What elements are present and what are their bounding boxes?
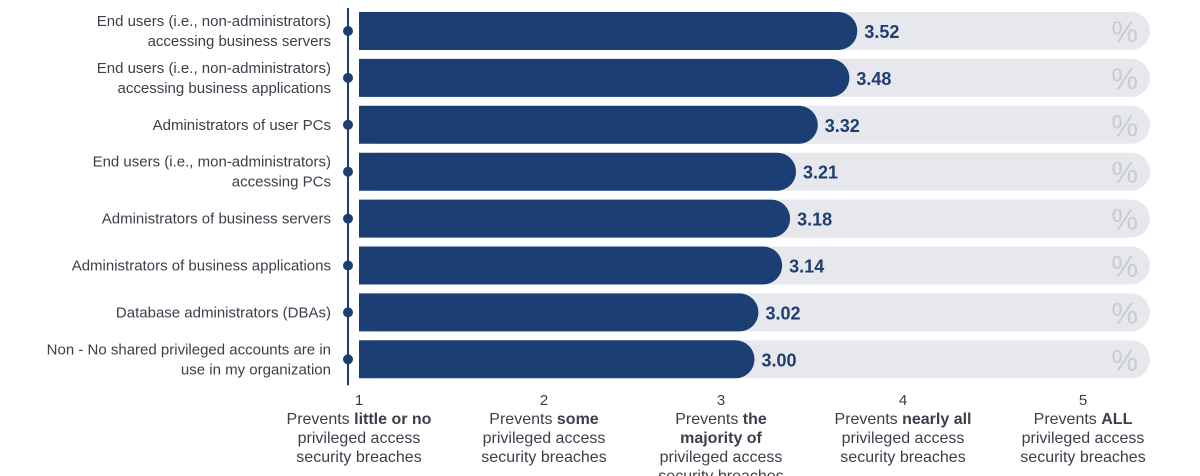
x-tick-description: Prevents little or no privileged access se…: [287, 411, 432, 466]
x-tick-label: 3: [717, 392, 725, 409]
percent-symbol: %: [1111, 16, 1138, 49]
category-label: End users (i.e., non-administrators) acce…: [97, 13, 331, 50]
data-bar: [359, 12, 858, 50]
data-bar: [359, 152, 797, 191]
data-label: 3.52: [864, 22, 899, 42]
axis-marker-dot: [343, 72, 353, 83]
data-bar: [359, 199, 791, 238]
axis-marker-dot: [343, 166, 353, 177]
category-label: End users (i.e., non-administrators) acce…: [97, 60, 331, 97]
percent-symbol: %: [1111, 63, 1138, 96]
x-tick-label: 4: [899, 392, 907, 409]
x-tick-label: 5: [1079, 392, 1087, 409]
category-label: Non - No shared privileged accounts are …: [47, 341, 331, 378]
percent-symbol: %: [1111, 204, 1138, 237]
data-label: 3.21: [803, 163, 838, 183]
axis-marker-dot: [343, 119, 353, 130]
percent-symbol: %: [1111, 157, 1138, 190]
x-tick-label: 2: [540, 392, 548, 409]
category-label: Administrators of user PCs: [153, 117, 331, 134]
axis-marker-dot: [343, 260, 353, 271]
axis-marker-dot: [343, 213, 353, 224]
axis-marker-dot: [343, 354, 353, 365]
data-label: 3.00: [762, 350, 797, 370]
data-label: 3.32: [825, 116, 860, 136]
percent-symbol: %: [1111, 297, 1138, 330]
data-label: 3.48: [856, 69, 891, 89]
data-bar: [359, 105, 818, 144]
category-label: Database administrators (DBAs): [116, 304, 331, 321]
axis-marker-dot: [343, 307, 353, 318]
data-bar: [359, 293, 759, 332]
data-bar: [359, 340, 755, 379]
x-tick-description: Prevents ALL privileged access security br…: [1020, 411, 1145, 466]
x-tick-label: 1: [355, 392, 363, 409]
x-tick-description: Prevents the majority of privileged access…: [658, 411, 783, 476]
axis-marker-dot: [343, 26, 353, 36]
data-label: 3.18: [797, 210, 832, 230]
category-label: Administrators of business applications: [72, 258, 331, 275]
percent-symbol: %: [1111, 344, 1138, 377]
data-label: 3.14: [789, 257, 824, 277]
data-bar: [359, 246, 783, 285]
data-bar: [359, 58, 850, 97]
percent-symbol: %: [1111, 251, 1138, 284]
x-tick-description: Prevents nearly all privileged access secu…: [835, 411, 972, 466]
data-label: 3.02: [765, 303, 800, 323]
category-label: Administrators of business servers: [102, 211, 331, 228]
category-label: End users (i.e., mon-administrators) acce…: [93, 154, 331, 191]
percent-symbol: %: [1111, 110, 1138, 143]
x-tick-description: Prevents some privileged access security b…: [481, 411, 606, 466]
